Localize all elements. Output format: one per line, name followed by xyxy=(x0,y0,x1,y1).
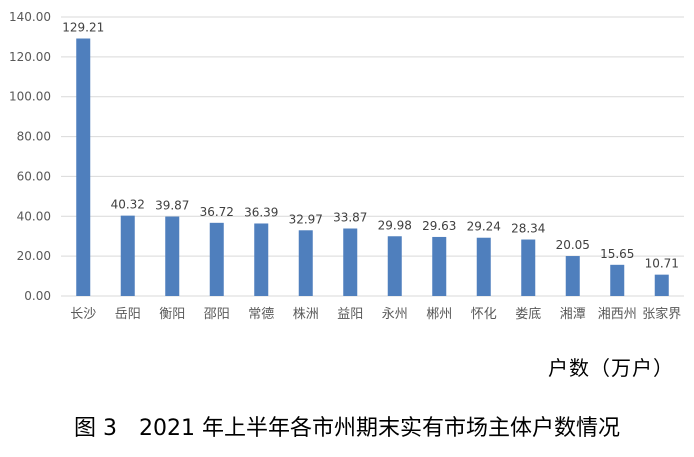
x-tick-label-5: 株洲 xyxy=(293,307,319,322)
bar-4 xyxy=(254,223,269,296)
x-tick-label-6: 益阳 xyxy=(337,307,363,322)
y-axis-unit-label: 户数（万户） xyxy=(548,356,674,380)
y-tick-label-0: 0.00 xyxy=(24,289,51,303)
x-tick-label-7: 永州 xyxy=(382,307,408,322)
bar-2 xyxy=(165,216,180,296)
x-tick-label-13: 张家界 xyxy=(642,306,681,322)
data-label-3: 36.72 xyxy=(200,205,234,219)
bar-13 xyxy=(654,274,669,296)
x-tick-label-9: 怀化 xyxy=(471,307,497,322)
data-label-10: 28.34 xyxy=(511,222,545,236)
x-axis-ticks: 长沙 岳阳 衡阳 邵阳 常德 株洲 益阳 永州 郴州 怀化 娄底 湘潭 湘西州 张家界 xyxy=(70,306,681,322)
data-label-1: 40.32 xyxy=(111,198,145,212)
data-label-4: 36.39 xyxy=(244,205,278,219)
data-label-0: 129.21 xyxy=(62,21,104,35)
grid-lines xyxy=(61,16,684,297)
bar-1 xyxy=(120,215,135,296)
bar-10 xyxy=(521,239,536,296)
x-tick-label-11: 湘潭 xyxy=(560,307,586,322)
bar-12 xyxy=(610,264,625,296)
x-tick-label-4: 常德 xyxy=(248,307,274,322)
y-tick-label-7: 140.00 xyxy=(9,10,51,24)
y-tick-label-2: 40.00 xyxy=(17,209,51,223)
data-label-7: 29.98 xyxy=(378,218,412,232)
x-tick-label-1: 岳阳 xyxy=(115,307,141,322)
data-label-13: 10.71 xyxy=(645,257,679,271)
x-tick-label-10: 娄底 xyxy=(515,306,541,322)
x-tick-label-0: 长沙 xyxy=(70,307,96,322)
bar-8 xyxy=(432,236,447,296)
y-tick-label-4: 80.00 xyxy=(17,130,51,144)
data-label-2: 39.87 xyxy=(155,199,189,213)
bar-0 xyxy=(76,38,91,296)
data-label-5: 32.97 xyxy=(289,212,323,226)
x-tick-label-2: 衡阳 xyxy=(159,307,185,322)
bar-3 xyxy=(209,222,224,296)
bar-11 xyxy=(565,256,580,296)
y-tick-label-5: 100.00 xyxy=(9,90,51,104)
y-tick-label-6: 120.00 xyxy=(9,50,51,64)
data-label-9: 29.24 xyxy=(467,220,501,234)
figure-caption: 图 3 2021 年上半年各市州期末实有市场主体户数情况 xyxy=(74,416,620,441)
data-labels: 129.21 40.32 39.87 36.72 36.39 32.97 33.87 29.9… xyxy=(62,21,679,271)
x-tick-label-8: 郴州 xyxy=(426,307,452,322)
bar-6 xyxy=(343,228,358,296)
x-tick-label-12: 湘西州 xyxy=(598,307,637,322)
x-tick-label-3: 邵阳 xyxy=(204,307,230,322)
y-tick-label-3: 60.00 xyxy=(17,169,51,183)
data-label-12: 15.65 xyxy=(600,247,634,261)
bar-9 xyxy=(476,237,491,296)
data-label-6: 33.87 xyxy=(333,211,367,225)
y-tick-label-1: 20.00 xyxy=(17,249,51,263)
bar-chart: 0.00 20.00 40.00 60.00 80.00 100.00 120.00 140.… xyxy=(9,10,684,322)
data-label-8: 29.63 xyxy=(422,219,456,233)
bar-5 xyxy=(298,230,313,296)
y-axis-ticks: 0.00 20.00 40.00 60.00 80.00 100.00 120.00 140.… xyxy=(9,10,51,303)
bar-7 xyxy=(387,236,402,296)
bars xyxy=(76,38,669,296)
data-label-11: 20.05 xyxy=(556,238,590,252)
